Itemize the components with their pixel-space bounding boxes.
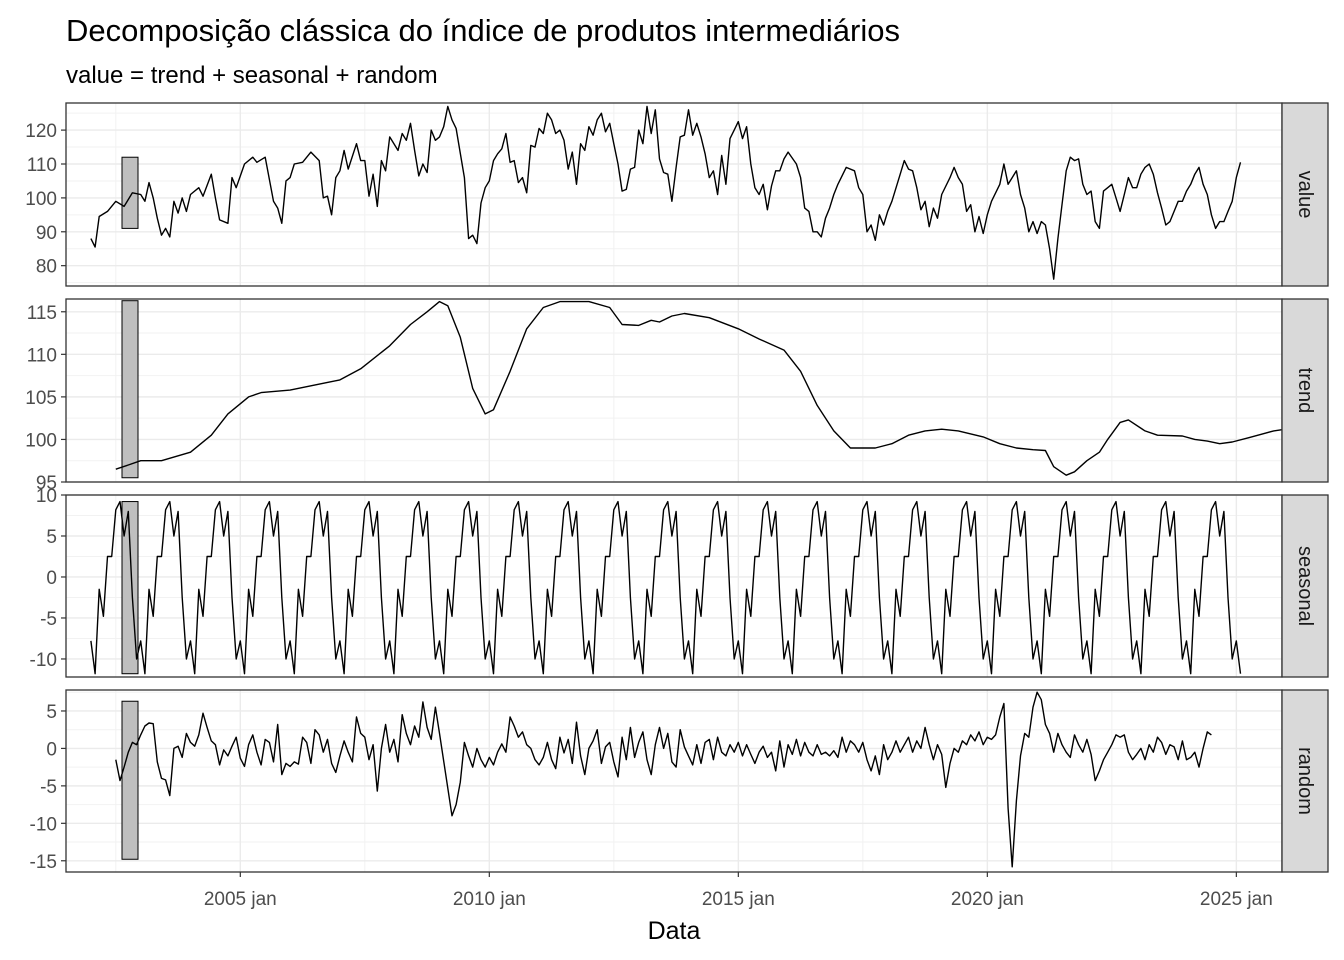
y-tick-label: 80 [36,257,57,278]
facet-strip [1281,689,1329,873]
scale-bar [121,300,139,479]
series-line-value [90,105,1242,280]
y-tick-label: 95 [36,473,57,494]
x-tick-label: 2020 jan [951,889,1024,910]
x-tick-label: 2010 jan [453,889,526,910]
series-line-seasonal [90,500,1242,675]
y-tick-label: -15 [30,852,57,873]
y-tick-label: -5 [40,609,57,630]
facet-strip-label: value [1294,171,1316,219]
facet-random: -15 -10 -5 0 5 random [30,689,1329,873]
y-tick-label: 0 [46,568,57,589]
y-tick-label: 120 [25,121,57,142]
facet-strip [1281,494,1329,678]
scale-bar [121,700,139,860]
facet-strip-label: seasonal [1294,546,1316,626]
y-tick-label: 110 [27,345,57,366]
facet-trend: 95 100 105 110 115 trend [25,298,1329,494]
x-tick-label: 2005 jan [204,889,277,910]
facet-strip-label: random [1294,747,1316,815]
x-axis-title: Data [648,917,701,945]
y-tick-label: 110 [27,155,57,176]
chart-subtitle: value = trend + seasonal + random [66,62,438,89]
chart-title: Decomposição clássica do índice de produ… [66,13,900,48]
x-tick-label: 2015 jan [702,889,775,910]
y-tick-label: 115 [27,303,57,324]
x-axis: 2005 jan 2010 jan 2015 jan 2020 jan 2025 jan [204,872,1273,910]
facet-value: 80 90 100 110 120 value [25,102,1329,287]
facet-strip [1281,102,1329,287]
panel-background [66,690,1282,872]
y-tick-label: -10 [30,814,57,835]
series-line-random [115,691,1212,868]
facet-panels: 8090100110120value95100105110115trend-10… [25,102,1329,873]
y-tick-label: 100 [25,189,57,210]
y-tick-label: -10 [30,650,57,671]
y-tick-label: 90 [36,223,57,244]
series-line-trend [115,300,1303,476]
panel-background [66,299,1282,482]
y-tick-label: 5 [46,702,57,723]
y-tick-label: 5 [46,527,57,548]
y-tick-label: -5 [40,777,57,798]
y-tick-label: 105 [25,388,57,409]
facet-strip-label: trend [1294,368,1316,414]
panel-background [66,103,1282,286]
facet-seasonal: -10 -5 0 5 10 seasonal [30,486,1329,678]
y-tick-label: 0 [46,739,57,760]
y-tick-label: 100 [25,430,57,451]
x-tick-label: 2025 jan [1200,889,1273,910]
scale-bar [121,156,139,229]
facet-strip [1281,298,1329,483]
y-tick-label: 10 [36,486,57,507]
